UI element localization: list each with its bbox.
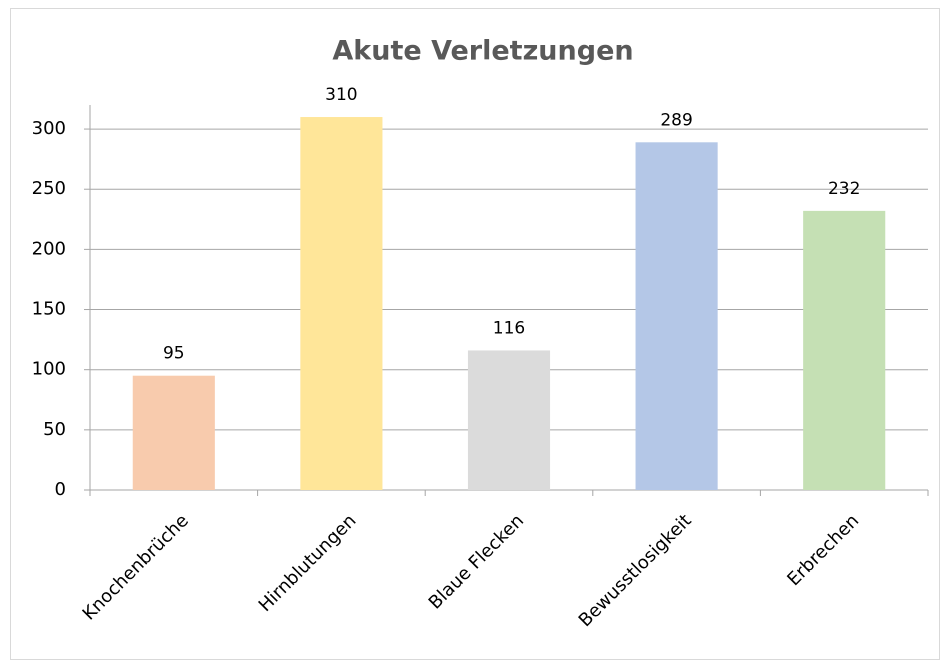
y-tick-label: 100 (32, 359, 66, 380)
data-label: 95 (163, 344, 185, 364)
bar (300, 117, 383, 490)
y-tick-label: 200 (32, 238, 66, 259)
y-tick-label: 150 (32, 299, 66, 320)
y-tick-label: 50 (43, 419, 66, 440)
bar (803, 210, 886, 490)
y-tick-label: 250 (32, 178, 66, 199)
data-label: 289 (660, 110, 692, 130)
chart-border (10, 8, 940, 660)
y-tick-label: 0 (55, 479, 66, 500)
bar (635, 142, 718, 490)
data-label: 232 (828, 179, 860, 199)
data-label: 310 (325, 85, 357, 105)
chart-title: Akute Verletzungen (332, 36, 633, 67)
data-label: 116 (493, 318, 525, 338)
y-tick-label: 300 (32, 118, 66, 139)
bar (467, 350, 551, 490)
bar (132, 375, 215, 490)
